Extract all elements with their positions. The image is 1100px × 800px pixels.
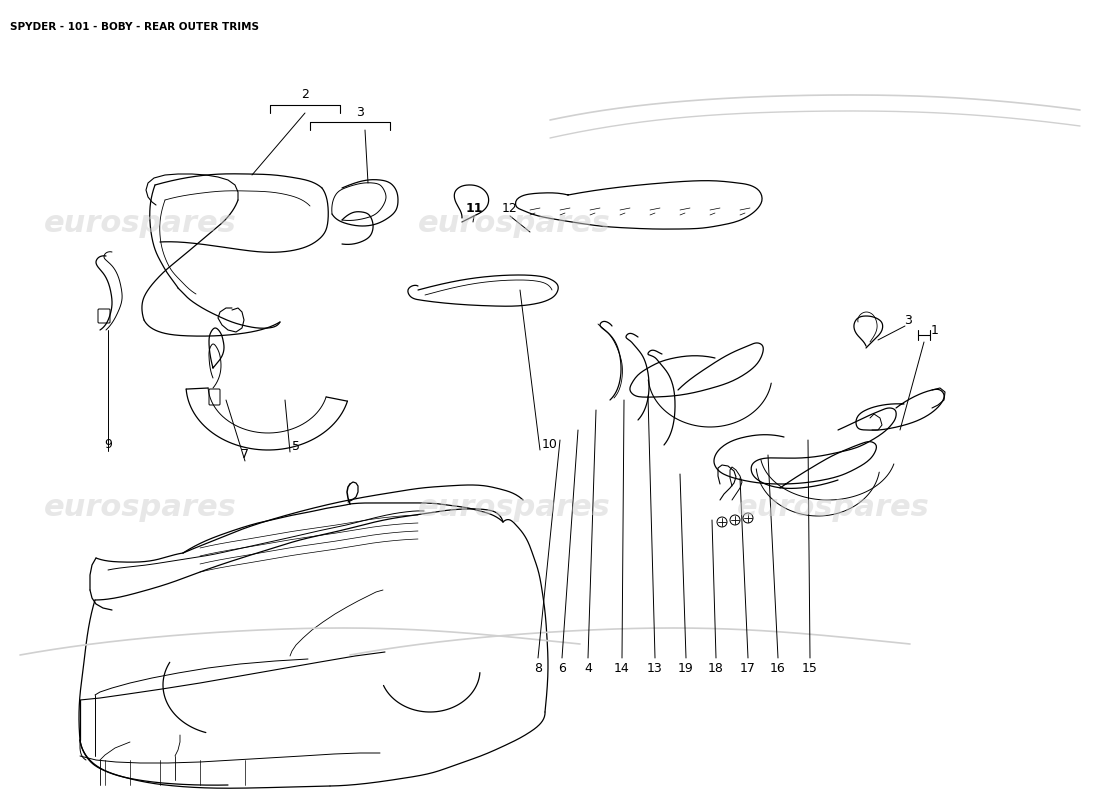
Text: 9: 9	[104, 438, 112, 451]
Text: eurospares: eurospares	[418, 210, 610, 238]
Text: 3: 3	[356, 106, 364, 118]
Text: eurospares: eurospares	[737, 494, 929, 522]
Text: 5: 5	[292, 439, 300, 453]
Text: 6: 6	[558, 662, 565, 674]
Text: SPYDER - 101 - BOBY - REAR OUTER TRIMS: SPYDER - 101 - BOBY - REAR OUTER TRIMS	[10, 22, 258, 32]
Text: 12: 12	[502, 202, 518, 214]
Text: 15: 15	[802, 662, 818, 674]
Text: eurospares: eurospares	[44, 494, 236, 522]
Text: 19: 19	[678, 662, 694, 674]
Text: eurospares: eurospares	[418, 494, 610, 522]
Text: 8: 8	[534, 662, 542, 674]
Text: 16: 16	[770, 662, 785, 674]
Text: 10: 10	[542, 438, 558, 450]
Text: 17: 17	[740, 662, 756, 674]
Text: eurospares: eurospares	[44, 210, 236, 238]
Text: 1: 1	[931, 323, 939, 337]
Text: 14: 14	[614, 662, 630, 674]
Text: 18: 18	[708, 662, 724, 674]
Text: 13: 13	[647, 662, 663, 674]
Text: 2: 2	[301, 89, 309, 102]
Text: 11: 11	[465, 202, 483, 214]
Text: 7: 7	[241, 449, 249, 462]
Text: 4: 4	[584, 662, 592, 674]
Text: 3: 3	[904, 314, 912, 326]
